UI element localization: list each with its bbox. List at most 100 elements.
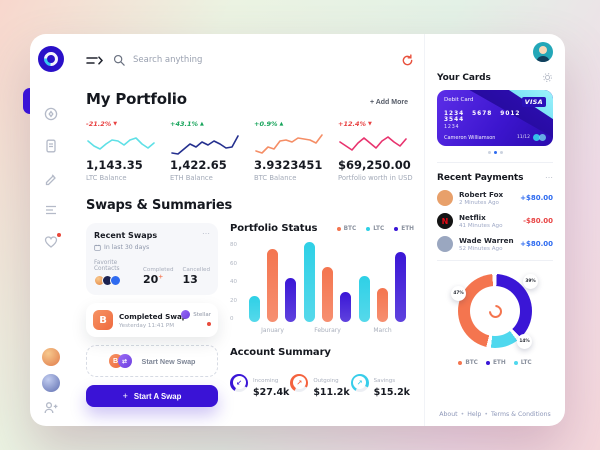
sidebar-item-favorites[interactable] (43, 233, 61, 250)
payment-row[interactable]: N Netflix 41 Minutes Ago -$80.00 (437, 213, 553, 229)
pagination-dot[interactable] (499, 151, 503, 154)
change-badge: +43.1% ▲ (170, 120, 246, 128)
balance-value: 1,143.35 (86, 158, 143, 172)
trend-arrow-icon: ▼ (113, 121, 118, 127)
stat-suffix: + (158, 273, 164, 281)
alert-dot (207, 322, 211, 326)
heart-icon (44, 236, 58, 248)
legend-dot (366, 226, 371, 231)
footer-separator: • (460, 411, 465, 418)
divider (437, 260, 553, 261)
section-title-swaps: Swaps & Summaries (86, 198, 233, 213)
search-bar (113, 54, 391, 66)
card-network-icon (533, 134, 540, 141)
footer-separator: • (484, 411, 488, 418)
menu-button[interactable] (86, 54, 103, 67)
progress-ring: ↗ (350, 373, 369, 392)
start-new-swap-button[interactable]: B ⇄ Start New Swap (86, 345, 218, 377)
contact-avatar[interactable] (42, 348, 60, 366)
footer-link-terms[interactable]: Terms & Conditions (490, 411, 551, 418)
donut-badge-btc: 47% (451, 286, 466, 301)
card-settings-button[interactable] (542, 72, 553, 83)
refresh-button[interactable] (401, 53, 414, 67)
x-axis-label: March (373, 327, 392, 334)
sparkline-path (87, 137, 155, 150)
footer-link-help[interactable]: Help (467, 411, 482, 418)
sidebar-item-dashboard[interactable] (43, 106, 59, 122)
swap-title: Completed Swap (119, 311, 187, 321)
topbar (86, 38, 414, 82)
sidebar-item-transactions[interactable] (43, 202, 59, 218)
page-title: My Portfolio (86, 90, 187, 108)
user-avatar[interactable] (533, 42, 553, 62)
sidebar-nav (43, 106, 61, 250)
app-logo[interactable] (38, 46, 64, 72)
bar-group-feburary: Feburary (304, 242, 351, 334)
more-menu-button[interactable]: ⋯ (202, 229, 210, 238)
search-input[interactable] (131, 54, 275, 66)
contact-avatar[interactable] (110, 275, 121, 286)
legend-dot (336, 226, 341, 231)
balance-card-usd[interactable]: +12.4% ▼ $69,250.00 Portfolio worth in US… (338, 120, 414, 182)
savings-arrow-icon: ↗ (356, 378, 363, 387)
legend-item-ltc: LTC (513, 360, 532, 366)
sparkline-chart (255, 134, 323, 154)
change-badge: -21.2% ▼ (86, 120, 162, 128)
hamburger-icon (86, 55, 103, 65)
balance-label: LTC Balance (86, 174, 127, 182)
sidebar-item-documents[interactable] (43, 138, 59, 154)
summary-value: $11.2k (313, 387, 350, 398)
dashboard-window: My Portfolio + Add More -21.2%▼ 1,143.35… (23, 34, 565, 426)
contact-avatar[interactable] (42, 374, 60, 392)
debit-card[interactable]: Debit Card VISA 1234 5678 9012 3544 1234… (437, 90, 553, 146)
change-value: +12.4% (338, 120, 366, 128)
legend-dot (485, 361, 490, 365)
swap-icon: ⇄ (117, 354, 132, 368)
payment-row[interactable]: Robert Fox 2 Minutes Ago +$80.00 (437, 190, 553, 206)
add-more-button[interactable]: + Add More (364, 98, 414, 107)
recent-swaps-title: Recent Swaps (94, 231, 158, 240)
swap-time: Yesterday 11:41 PM (119, 322, 175, 329)
footer-link-about[interactable]: About (439, 411, 458, 418)
refresh-icon (402, 53, 413, 65)
legend-item-eth: ETH (394, 226, 414, 232)
balance-card-btc[interactable]: +0.9% ▲ 3.9323451 BTC Balance (254, 120, 330, 182)
sparkline-chart (339, 136, 407, 151)
bar-plot: January Feburary March (243, 242, 414, 334)
balance-value: $69,250.00 (338, 158, 411, 172)
charts-column: Portfolio Status BTC LTC ETH 80 60 40 20 0 J… (230, 223, 414, 426)
footer-links: About • Help • Terms & Conditions (437, 405, 553, 418)
stat-value: 20 (142, 273, 159, 286)
start-a-swap-button[interactable]: + Start A Swap (86, 385, 218, 407)
balance-card-eth[interactable]: +43.1% ▲ 1,422.65 ETH Balance (170, 120, 246, 182)
pagination-dot-active[interactable] (493, 151, 497, 154)
legend-label: BTC (343, 225, 357, 232)
balance-label: BTC Balance (254, 174, 297, 182)
portfolio-status-title: Portfolio Status (230, 223, 318, 234)
add-user-button[interactable] (43, 400, 59, 416)
card-number: 1234 5678 9012 3544 (444, 111, 521, 123)
pagination-dot[interactable] (487, 151, 491, 154)
file-icon (46, 139, 56, 153)
sparkline-chart (171, 135, 239, 155)
completed-swap-card[interactable]: B Completed Swap Yesterday 11:41 PM Stel… (86, 303, 218, 337)
incoming-arrow-icon: ↙ (236, 378, 242, 387)
payments-menu-button[interactable]: ⋯ (545, 173, 553, 182)
portfolio-status-chart: 80 60 40 20 0 January Feburary March (230, 242, 414, 334)
recent-payments-title: Recent Payments (437, 173, 524, 183)
sidebar-item-edit[interactable] (43, 170, 59, 186)
legend-item-ltc: LTC (366, 226, 384, 232)
donut-badge-ltc: 14% (517, 334, 532, 349)
payee-avatar (437, 190, 453, 206)
list-icon (46, 205, 56, 215)
summary-label: Outgoing (313, 378, 339, 384)
card-pagination (437, 151, 553, 154)
balance-card-ltc[interactable]: -21.2% ▼ 1,143.35 LTC Balance (86, 120, 162, 182)
card-number-line2: 1234 (444, 125, 460, 130)
bar-eth-march (395, 252, 406, 322)
payment-row[interactable]: Wade Warren 52 Minutes Ago +$80.00 (437, 236, 553, 252)
legend-item-eth: ETH (485, 360, 506, 366)
trend-arrow-icon: ▼ (368, 121, 372, 127)
payment-time: 2 Minutes Ago (459, 200, 499, 206)
main-content: My Portfolio + Add More -21.2%▼ 1,143.35… (72, 34, 424, 426)
